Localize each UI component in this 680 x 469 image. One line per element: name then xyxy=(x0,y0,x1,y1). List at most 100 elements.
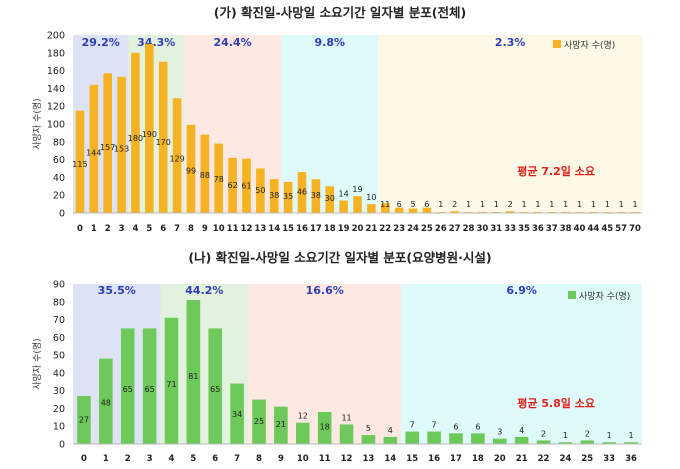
y-tick-label: 0 xyxy=(59,440,65,451)
x-tick-label: 7 xyxy=(234,454,240,464)
y-tick-label: 160 xyxy=(47,66,65,77)
x-tick-label: 7 xyxy=(174,224,180,234)
bar-value-label: 71 xyxy=(166,380,176,389)
bar-value-label: 1 xyxy=(438,200,443,209)
bar-value-label: 144 xyxy=(86,148,101,157)
region-percent-label: 6.9% xyxy=(506,284,537,297)
bar xyxy=(164,317,179,444)
bar-value-label: 2 xyxy=(452,200,457,209)
bar xyxy=(558,442,573,444)
x-tick-label: 24 xyxy=(559,454,571,464)
bar-value-label: 38 xyxy=(311,191,321,200)
x-tick-label: 20 xyxy=(494,454,506,464)
bar xyxy=(339,424,354,444)
x-tick-label: 13 xyxy=(363,454,375,464)
bar xyxy=(142,328,157,444)
x-tick-label: 0 xyxy=(77,224,83,234)
x-tick-label: 13 xyxy=(254,224,266,234)
x-tick-label: 18 xyxy=(472,454,484,464)
bar xyxy=(186,300,201,444)
bar xyxy=(208,328,223,444)
x-tick-label: 10 xyxy=(213,224,225,234)
bar xyxy=(317,412,332,444)
bar-value-label: 7 xyxy=(432,421,437,430)
bar-value-label: 78 xyxy=(214,175,224,184)
bar xyxy=(353,196,362,213)
y-axis-label: 사망자 수(명) xyxy=(32,338,43,389)
bar-value-label: 1 xyxy=(563,200,568,209)
bar xyxy=(405,431,419,444)
bar xyxy=(230,383,244,444)
bar-value-label: 50 xyxy=(255,186,265,195)
bar-value-label: 1 xyxy=(633,200,638,209)
bar xyxy=(214,143,224,213)
bar-value-label: 1 xyxy=(577,200,582,209)
x-tick-label: 15 xyxy=(406,454,418,464)
bar-value-label: 1 xyxy=(591,200,596,209)
bar xyxy=(339,200,348,213)
bar-value-label: 65 xyxy=(145,385,155,394)
bar xyxy=(450,211,459,213)
y-tick-label: 80 xyxy=(53,297,65,308)
bar-value-label: 129 xyxy=(169,154,184,163)
x-tick-label: 11 xyxy=(227,224,239,234)
x-tick-label: 16 xyxy=(296,224,308,234)
bar-value-label: 21 xyxy=(276,420,286,429)
y-tick-label: 20 xyxy=(53,404,65,415)
bar xyxy=(514,436,529,444)
x-tick-label: 0 xyxy=(81,454,87,464)
average-annotation: 평균 5.8일 소요 xyxy=(517,396,595,410)
x-tick-label: 31 xyxy=(490,224,502,234)
bar-value-label: 180 xyxy=(128,134,143,143)
x-tick-label: 1 xyxy=(91,224,97,234)
bar-value-label: 27 xyxy=(79,415,89,424)
bar xyxy=(624,442,638,444)
bar xyxy=(427,431,441,444)
bar-value-label: 19 xyxy=(352,185,362,194)
bar-value-label: 12 xyxy=(298,412,308,421)
y-tick-label: 200 xyxy=(47,31,65,42)
x-tick-label: 21 xyxy=(516,454,528,464)
bar xyxy=(75,110,85,213)
x-tick-label: 33 xyxy=(603,454,615,464)
bar xyxy=(471,433,485,444)
bar xyxy=(367,204,376,213)
region-percent-label: 16.6% xyxy=(306,284,344,297)
x-tick-label: 8 xyxy=(188,224,194,234)
x-tick-label: 14 xyxy=(384,454,396,464)
x-tick-label: 19 xyxy=(338,224,350,234)
y-tick-label: 70 xyxy=(53,315,65,326)
bar-value-label: 115 xyxy=(72,160,87,169)
y-tick-label: 30 xyxy=(53,386,65,397)
x-tick-label: 12 xyxy=(341,454,353,464)
region-percent-label: 34.3% xyxy=(137,36,175,49)
x-tick-label: 9 xyxy=(202,224,208,234)
bar-value-label: 1 xyxy=(480,200,485,209)
bar xyxy=(274,406,288,444)
x-tick-label: 1 xyxy=(103,454,109,464)
x-tick-label: 45 xyxy=(601,224,613,234)
x-tick-label: 18 xyxy=(324,224,336,234)
region-percent-label: 2.3% xyxy=(495,36,526,49)
x-tick-label: 20 xyxy=(352,224,364,234)
bar-value-label: 6 xyxy=(475,422,480,431)
x-tick-label: 17 xyxy=(450,454,462,464)
bar xyxy=(325,186,335,213)
x-tick-label: 28 xyxy=(463,224,475,234)
bar-value-label: 14 xyxy=(339,190,349,199)
bar-value-label: 2 xyxy=(541,429,546,438)
bar-value-label: 18 xyxy=(320,423,330,432)
bar-value-label: 81 xyxy=(188,372,198,381)
bar xyxy=(131,52,140,213)
bar-value-label: 11 xyxy=(380,200,390,209)
x-tick-label: 11 xyxy=(319,454,331,464)
bar-value-label: 88 xyxy=(200,171,210,180)
x-tick-label: 5 xyxy=(146,224,152,234)
bar xyxy=(380,203,390,213)
bar-value-label: 34 xyxy=(232,410,242,419)
bar-value-label: 65 xyxy=(210,385,220,394)
x-tick-label: 17 xyxy=(310,224,322,234)
region-percent-label: 9.8% xyxy=(314,36,345,49)
